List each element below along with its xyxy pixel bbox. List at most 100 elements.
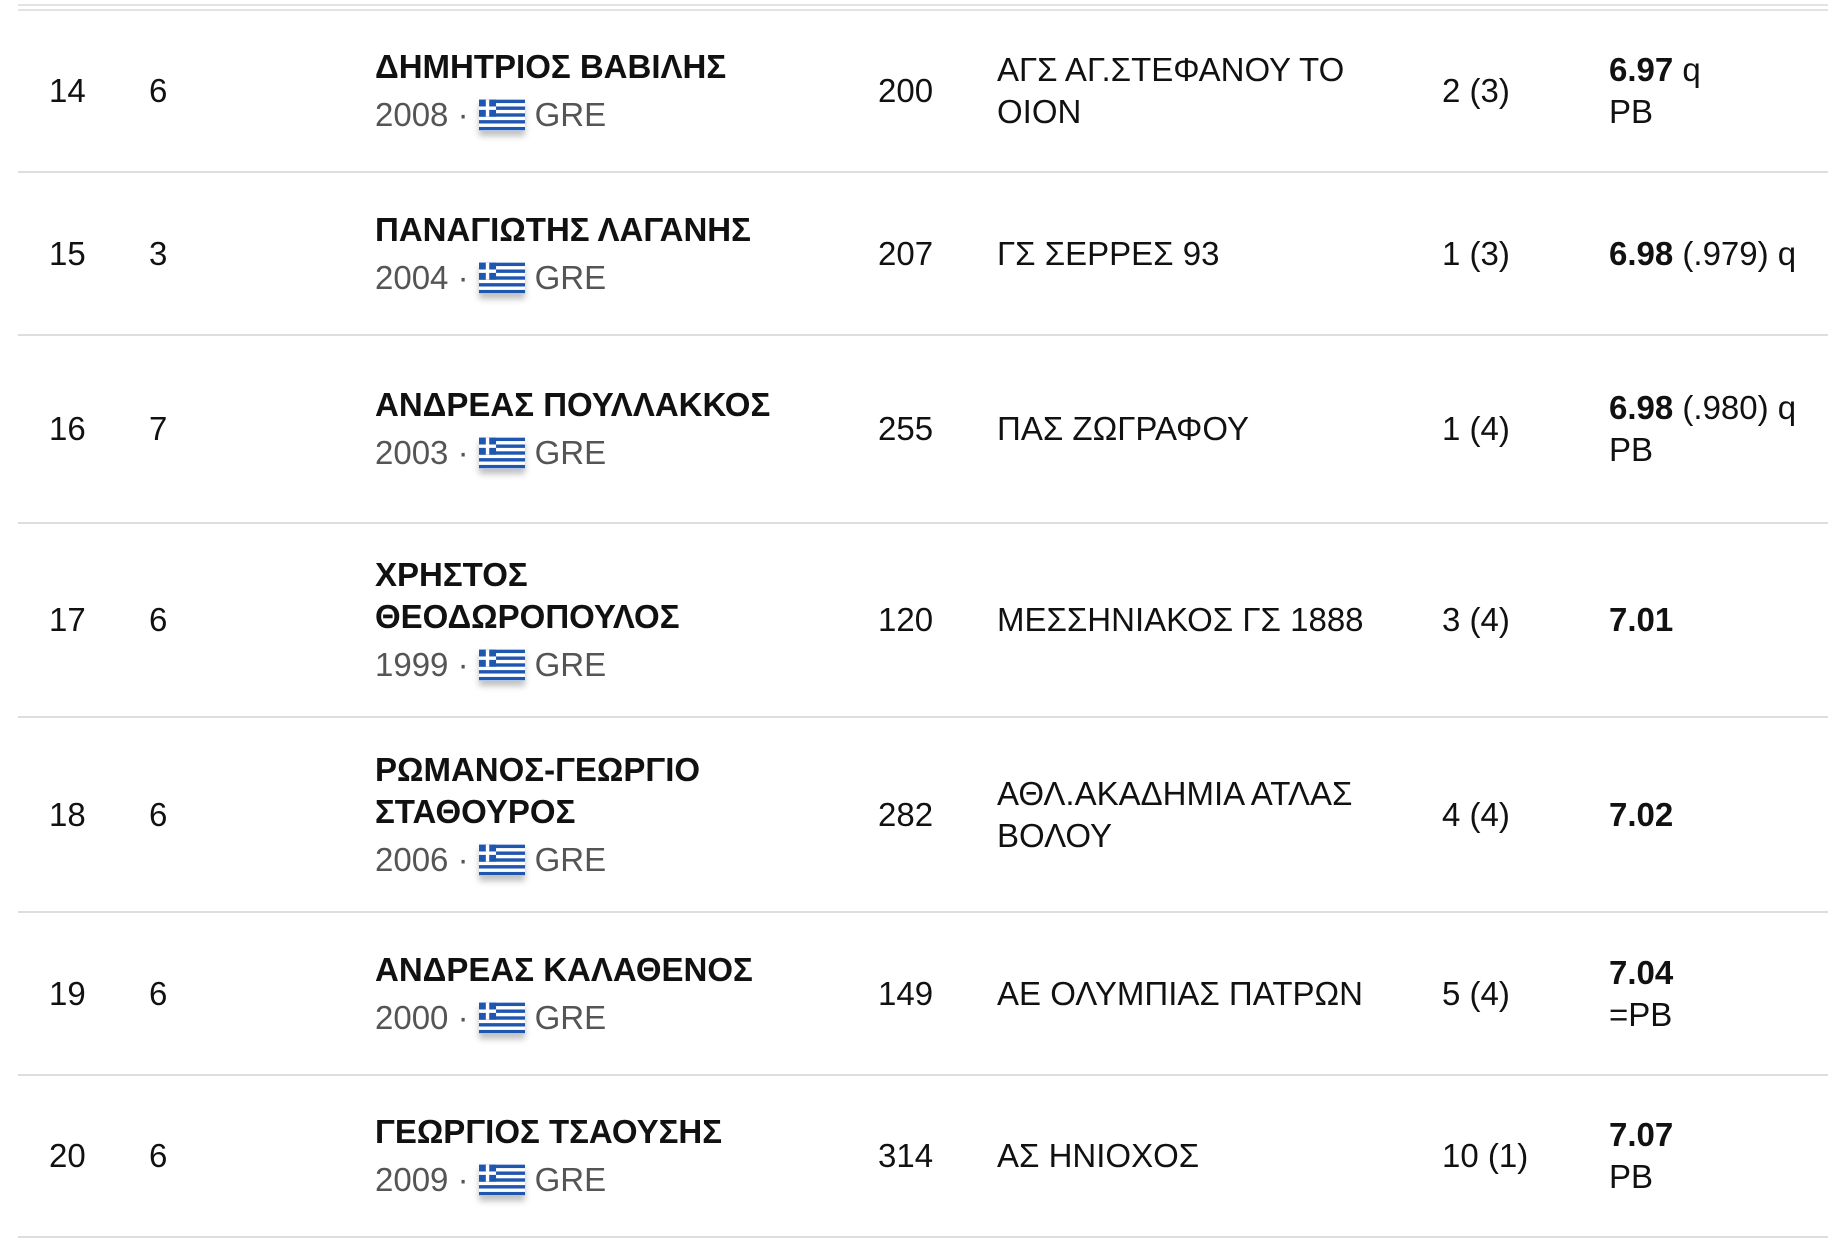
bib-cell: 120 (878, 601, 934, 638)
country-code: GRE (534, 840, 607, 878)
separator-dot: · (448, 434, 469, 471)
athlete-name-link[interactable]: ΠΑΝΑΓΙΩΤΗΣ ΛΑΓΑΝΗΣ (375, 210, 751, 248)
table-row[interactable]: 18 6 ΡΩΜΑΝΟΣ-ΓΕΩΡΓΙΟ ΣΤΑΘΟΥΡΟΣ 2006 · GR… (18, 718, 1828, 913)
result-time: 6.97 (1609, 50, 1674, 88)
rank-cell: 15 (49, 234, 86, 272)
table-row[interactable]: 19 6 ΑΝΔΡΕΑΣ ΚΑΛΑΘΕΝΟΣ 2000 · GRE 149 ΑΕ… (18, 913, 1828, 1076)
result-time: 7.07 (1609, 1116, 1674, 1153)
result-record: PB (1609, 431, 1654, 468)
athlete-meta: 2008 · GRE (375, 94, 815, 136)
separator-dot: · (448, 998, 469, 1036)
birth-year: 2003 (375, 434, 449, 471)
greece-flag-icon (478, 649, 525, 681)
club-cell: ΠΑΣ ΖΩΓΡΑΦΟΥ (997, 410, 1249, 447)
separator-dot: · (448, 95, 469, 133)
result-cell: 6.98 (.979) q (1609, 233, 1809, 275)
birth-year: 2009 (375, 1161, 449, 1198)
rank-cell: 20 (49, 1137, 86, 1174)
athlete-name-link[interactable]: ΡΩΜΑΝΟΣ-ΓΕΩΡΓΙΟ ΣΤΑΘΟΥΡΟΣ (375, 750, 701, 830)
heat-cell: 6 (149, 974, 168, 1012)
result-time: 7.04 (1609, 953, 1674, 991)
heat-place-cell: 1 (3) (1442, 234, 1510, 272)
table-row[interactable]: 17 6 ΧΡΗΣΤΟΣ ΘΕΟΔΩΡΟΠΟΥΛΟΣ 1999 · GRE 12… (18, 524, 1828, 718)
athlete-meta: 2003 · GRE (375, 432, 815, 474)
heat-place-cell: 4 (4) (1442, 795, 1510, 833)
result-time: 7.02 (1609, 795, 1674, 833)
rank-cell: 17 (49, 601, 86, 638)
heat-cell: 7 (149, 410, 168, 447)
result-cell: 7.04 =PB (1609, 952, 1809, 1036)
greece-flag-icon (478, 844, 525, 875)
athlete-name-link[interactable]: ΑΝΔΡΕΑΣ ΠΟΥΛΛΑΚΚΟΣ (375, 386, 771, 423)
athlete-name-link[interactable]: ΔΗΜΗΤΡΙΟΣ ΒΑΒΙΛΗΣ (375, 47, 727, 85)
country-code: GRE (534, 1161, 607, 1198)
result-note: (.980) q (1682, 389, 1797, 426)
club-cell: ΓΣ ΣΕΡΡΕΣ 93 (997, 234, 1220, 272)
athlete-meta: 1999 · GRE (375, 644, 815, 686)
result-record: PB (1609, 92, 1654, 130)
heat-place-cell: 10 (1) (1442, 1137, 1529, 1174)
table-row[interactable]: 16 7 ΑΝΔΡΕΑΣ ΠΟΥΛΛΑΚΚΟΣ 2003 · GRE 255 Π… (18, 336, 1828, 524)
birth-year: 1999 (375, 646, 449, 683)
rank-cell: 16 (49, 410, 86, 447)
club-cell: ΜΕΣΣΗΝΙΑΚΟΣ ΓΣ 1888 (997, 601, 1364, 638)
result-note: (.979) q (1682, 234, 1797, 272)
bib-cell: 200 (878, 71, 934, 109)
separator-dot: · (448, 646, 469, 683)
heat-cell: 6 (149, 795, 168, 833)
athlete-meta: 2009 · GRE (375, 1159, 815, 1201)
bib-cell: 149 (878, 974, 934, 1012)
athlete-cell: ΑΝΔΡΕΑΣ ΠΟΥΛΛΑΚΚΟΣ 2003 · GRE (375, 384, 815, 474)
bib-cell: 314 (878, 1137, 934, 1174)
heat-cell: 3 (149, 234, 168, 272)
heat-place-cell: 2 (3) (1442, 71, 1510, 109)
rank-cell: 19 (49, 974, 86, 1012)
birth-year: 2000 (375, 998, 449, 1036)
result-cell: 6.98 (.980) q PB (1609, 387, 1809, 471)
club-cell: ΑΕ ΟΛΥΜΠΙΑΣ ΠΑΤΡΩΝ (997, 974, 1363, 1012)
athlete-cell: ΔΗΜΗΤΡΙΟΣ ΒΑΒΙΛΗΣ 2008 · GRE (375, 46, 815, 136)
bib-cell: 282 (878, 795, 934, 833)
club-cell: ΑΣ ΗΝΙΟΧΟΣ (997, 1137, 1200, 1174)
country-code: GRE (534, 95, 607, 133)
table-row[interactable]: 14 6 ΔΗΜΗΤΡΙΟΣ ΒΑΒΙΛΗΣ 2008 · GRE 200 ΑΓ… (18, 10, 1828, 173)
table-row[interactable]: 15 3 ΠΑΝΑΓΙΩΤΗΣ ΛΑΓΑΝΗΣ 2004 · GRE 207 Γ… (18, 173, 1828, 336)
result-record: PB (1609, 1158, 1654, 1195)
athlete-name-link[interactable]: ΑΝΔΡΕΑΣ ΚΑΛΑΘΕΝΟΣ (375, 950, 753, 988)
heat-place-cell: 3 (4) (1442, 601, 1510, 638)
result-cell: 7.01 (1609, 599, 1809, 641)
athlete-meta: 2004 · GRE (375, 257, 815, 299)
rank-cell: 18 (49, 795, 86, 833)
result-cell: 6.97 q PB (1609, 49, 1809, 133)
separator-dot: · (448, 258, 469, 296)
country-code: GRE (534, 646, 607, 683)
result-time: 7.01 (1609, 601, 1674, 638)
result-record: =PB (1609, 995, 1673, 1033)
result-note: q (1682, 50, 1701, 88)
athlete-cell: ΧΡΗΣΤΟΣ ΘΕΟΔΩΡΟΠΟΥΛΟΣ 1999 · GRE (375, 554, 815, 686)
athlete-cell: ΠΑΝΑΓΙΩΤΗΣ ΛΑΓΑΝΗΣ 2004 · GRE (375, 209, 815, 299)
greece-flag-icon (478, 1002, 525, 1033)
heat-cell: 6 (149, 601, 168, 638)
country-code: GRE (534, 998, 607, 1036)
heat-cell: 6 (149, 1137, 168, 1174)
result-time: 6.98 (1609, 389, 1674, 426)
athlete-meta: 2000 · GRE (375, 997, 815, 1039)
bib-cell: 207 (878, 234, 934, 272)
bib-cell: 255 (878, 410, 934, 447)
result-cell: 7.07 PB (1609, 1114, 1809, 1198)
birth-year: 2004 (375, 258, 449, 296)
country-code: GRE (534, 434, 607, 471)
athlete-cell: ΡΩΜΑΝΟΣ-ΓΕΩΡΓΙΟ ΣΤΑΘΟΥΡΟΣ 2006 · GRE (375, 749, 815, 881)
athlete-name-link[interactable]: ΧΡΗΣΤΟΣ ΘΕΟΔΩΡΟΠΟΥΛΟΣ (375, 556, 680, 635)
greece-flag-icon (478, 437, 525, 469)
separator-dot: · (448, 840, 469, 878)
table-row[interactable]: 20 6 ΓΕΩΡΓΙΟΣ ΤΣΑΟΥΣΗΣ 2009 · GRE 314 ΑΣ… (18, 1076, 1828, 1238)
birth-year: 2008 (375, 95, 449, 133)
result-cell: 7.02 (1609, 794, 1809, 836)
result-time: 6.98 (1609, 234, 1674, 272)
athlete-name-link[interactable]: ΓΕΩΡΓΙΟΣ ΤΣΑΟΥΣΗΣ (375, 1113, 723, 1150)
heat-cell: 6 (149, 71, 168, 109)
table-top-divider (18, 4, 1828, 11)
results-table: 14 6 ΔΗΜΗΤΡΙΟΣ ΒΑΒΙΛΗΣ 2008 · GRE 200 ΑΓ… (18, 10, 1828, 1238)
